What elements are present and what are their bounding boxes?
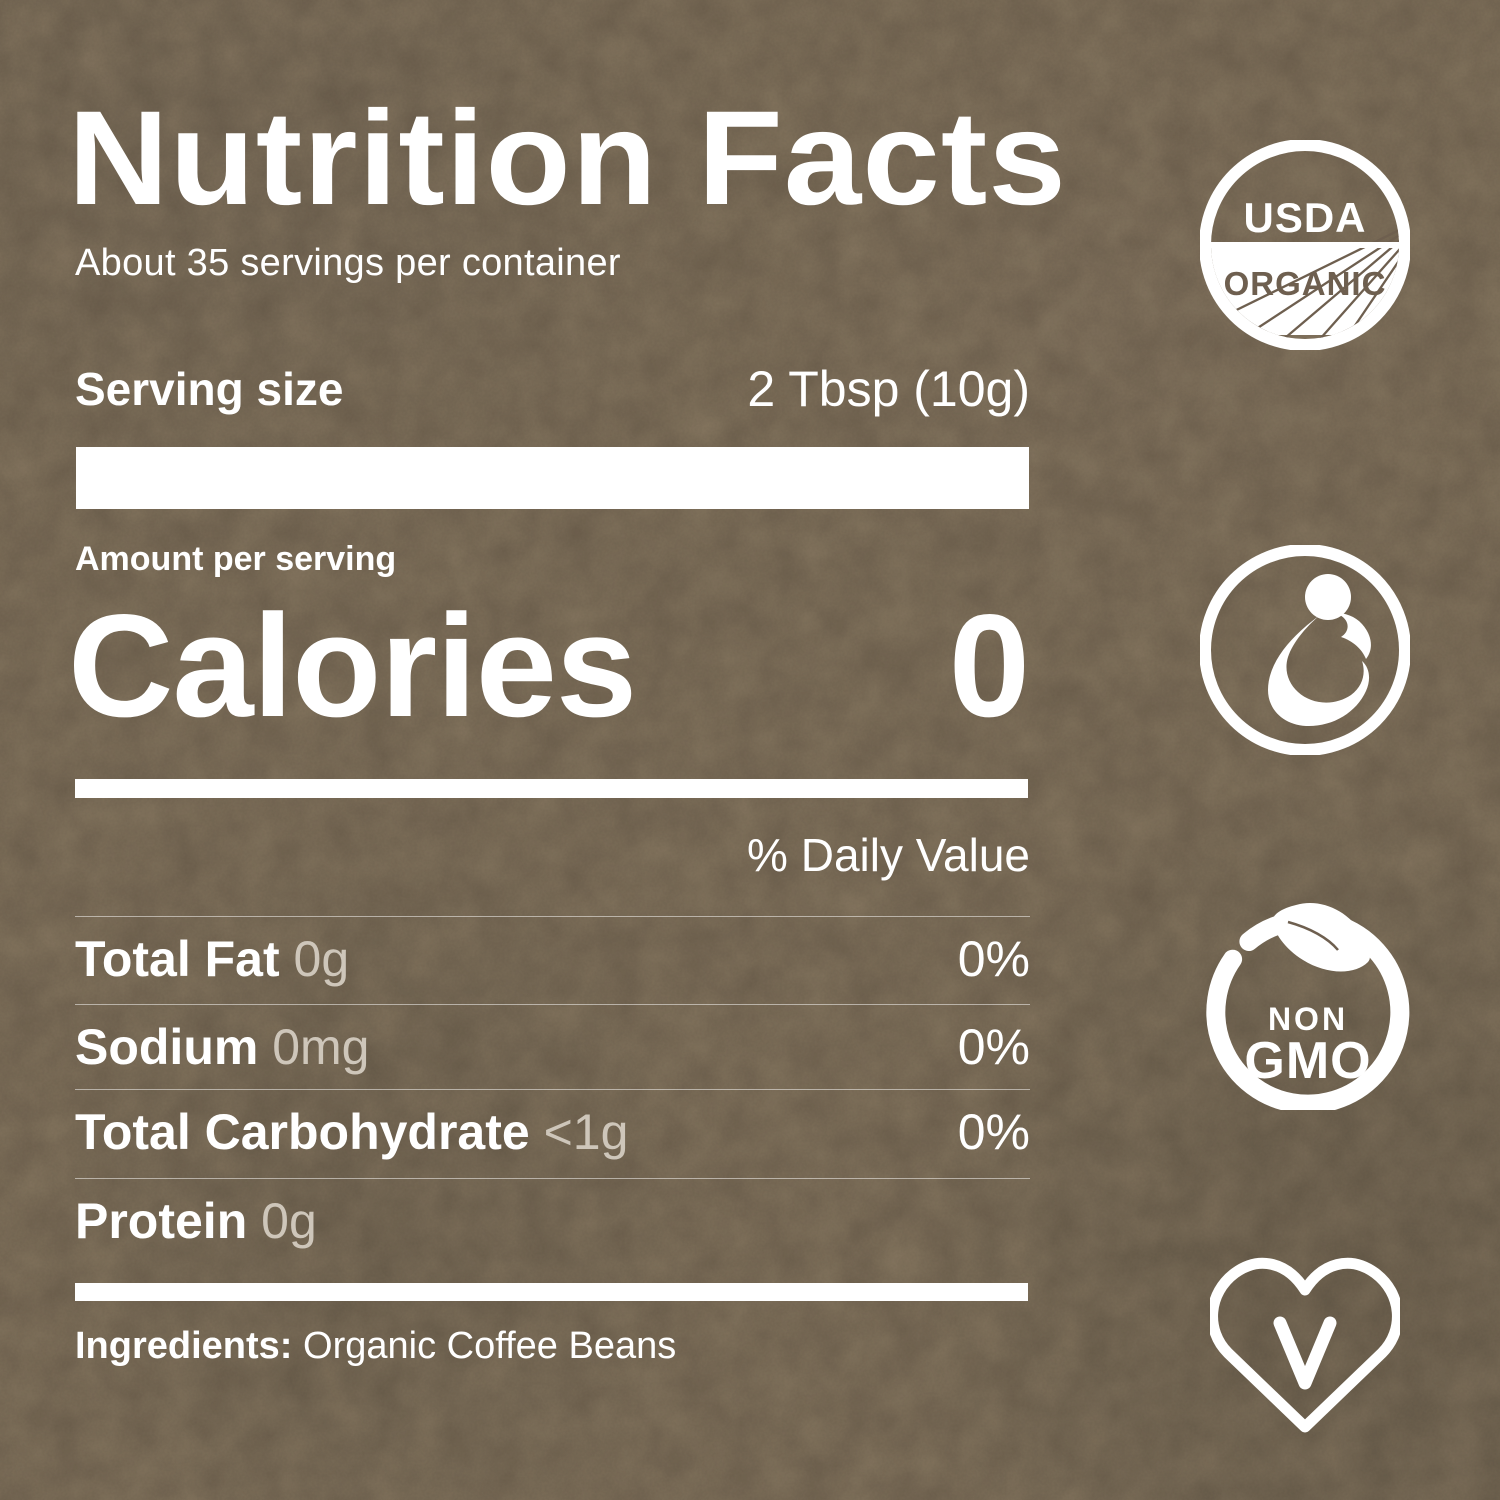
svg-text:GMO: GMO <box>1244 1032 1371 1090</box>
svg-text:USDA: USDA <box>1243 194 1366 241</box>
svg-text:ORGANIC: ORGANIC <box>1224 265 1387 302</box>
